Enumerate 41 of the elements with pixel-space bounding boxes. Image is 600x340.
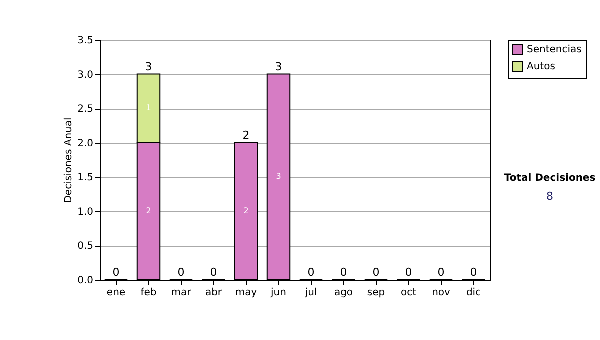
total-label: 0 xyxy=(178,266,185,279)
x-tick-label: mar xyxy=(171,288,192,298)
x-tick-label: oct xyxy=(400,288,417,298)
y-tick-label: 0.5 xyxy=(78,241,94,252)
legend-label: Sentencias xyxy=(527,44,582,56)
total-label: 0 xyxy=(340,266,348,279)
total-label: 3 xyxy=(275,60,282,74)
text: 8 xyxy=(546,190,554,203)
x-tick-label: may xyxy=(235,288,258,298)
x-tick-label: nov xyxy=(432,288,451,298)
total-label: 0 xyxy=(210,266,218,279)
y-tick-label: 1.0 xyxy=(78,206,94,218)
x-tick-label: jul xyxy=(304,288,318,298)
x-tick-label: abr xyxy=(205,288,223,298)
data-label: 2 xyxy=(146,206,152,216)
y-axis-title: Decisiones Anual xyxy=(64,118,75,204)
x-tick-label: sep xyxy=(367,288,386,298)
y-tick-label: 1.5 xyxy=(78,172,94,184)
x-tick-label: feb xyxy=(140,288,157,298)
total-label: 0 xyxy=(372,266,380,279)
y-tick-label: 3.0 xyxy=(78,70,94,81)
total-label: 0 xyxy=(470,266,478,279)
total-label: 2 xyxy=(242,128,250,142)
y-tick-label: 2.5 xyxy=(78,104,94,116)
legend-label: Autos xyxy=(527,62,556,72)
y-tick-label: 2.0 xyxy=(78,138,94,150)
x-tick-label: ene xyxy=(106,288,126,298)
data-label: 2 xyxy=(244,206,249,216)
total-label: 0 xyxy=(308,266,315,279)
total-label: 0 xyxy=(112,266,120,279)
y-tick-label: 3.5 xyxy=(78,36,94,46)
data-label: 3 xyxy=(276,172,282,182)
y-tick-label: 0.0 xyxy=(78,276,94,286)
text: Total Decisiones xyxy=(504,173,596,184)
data-label: 1 xyxy=(146,104,152,113)
total-label: 0 xyxy=(405,266,412,279)
x-tick-label: jun xyxy=(270,288,286,298)
total-label: 0 xyxy=(438,266,445,279)
total-label: 3 xyxy=(145,60,152,74)
x-tick-label: dic xyxy=(466,288,482,298)
x-tick-label: ago xyxy=(334,288,354,298)
